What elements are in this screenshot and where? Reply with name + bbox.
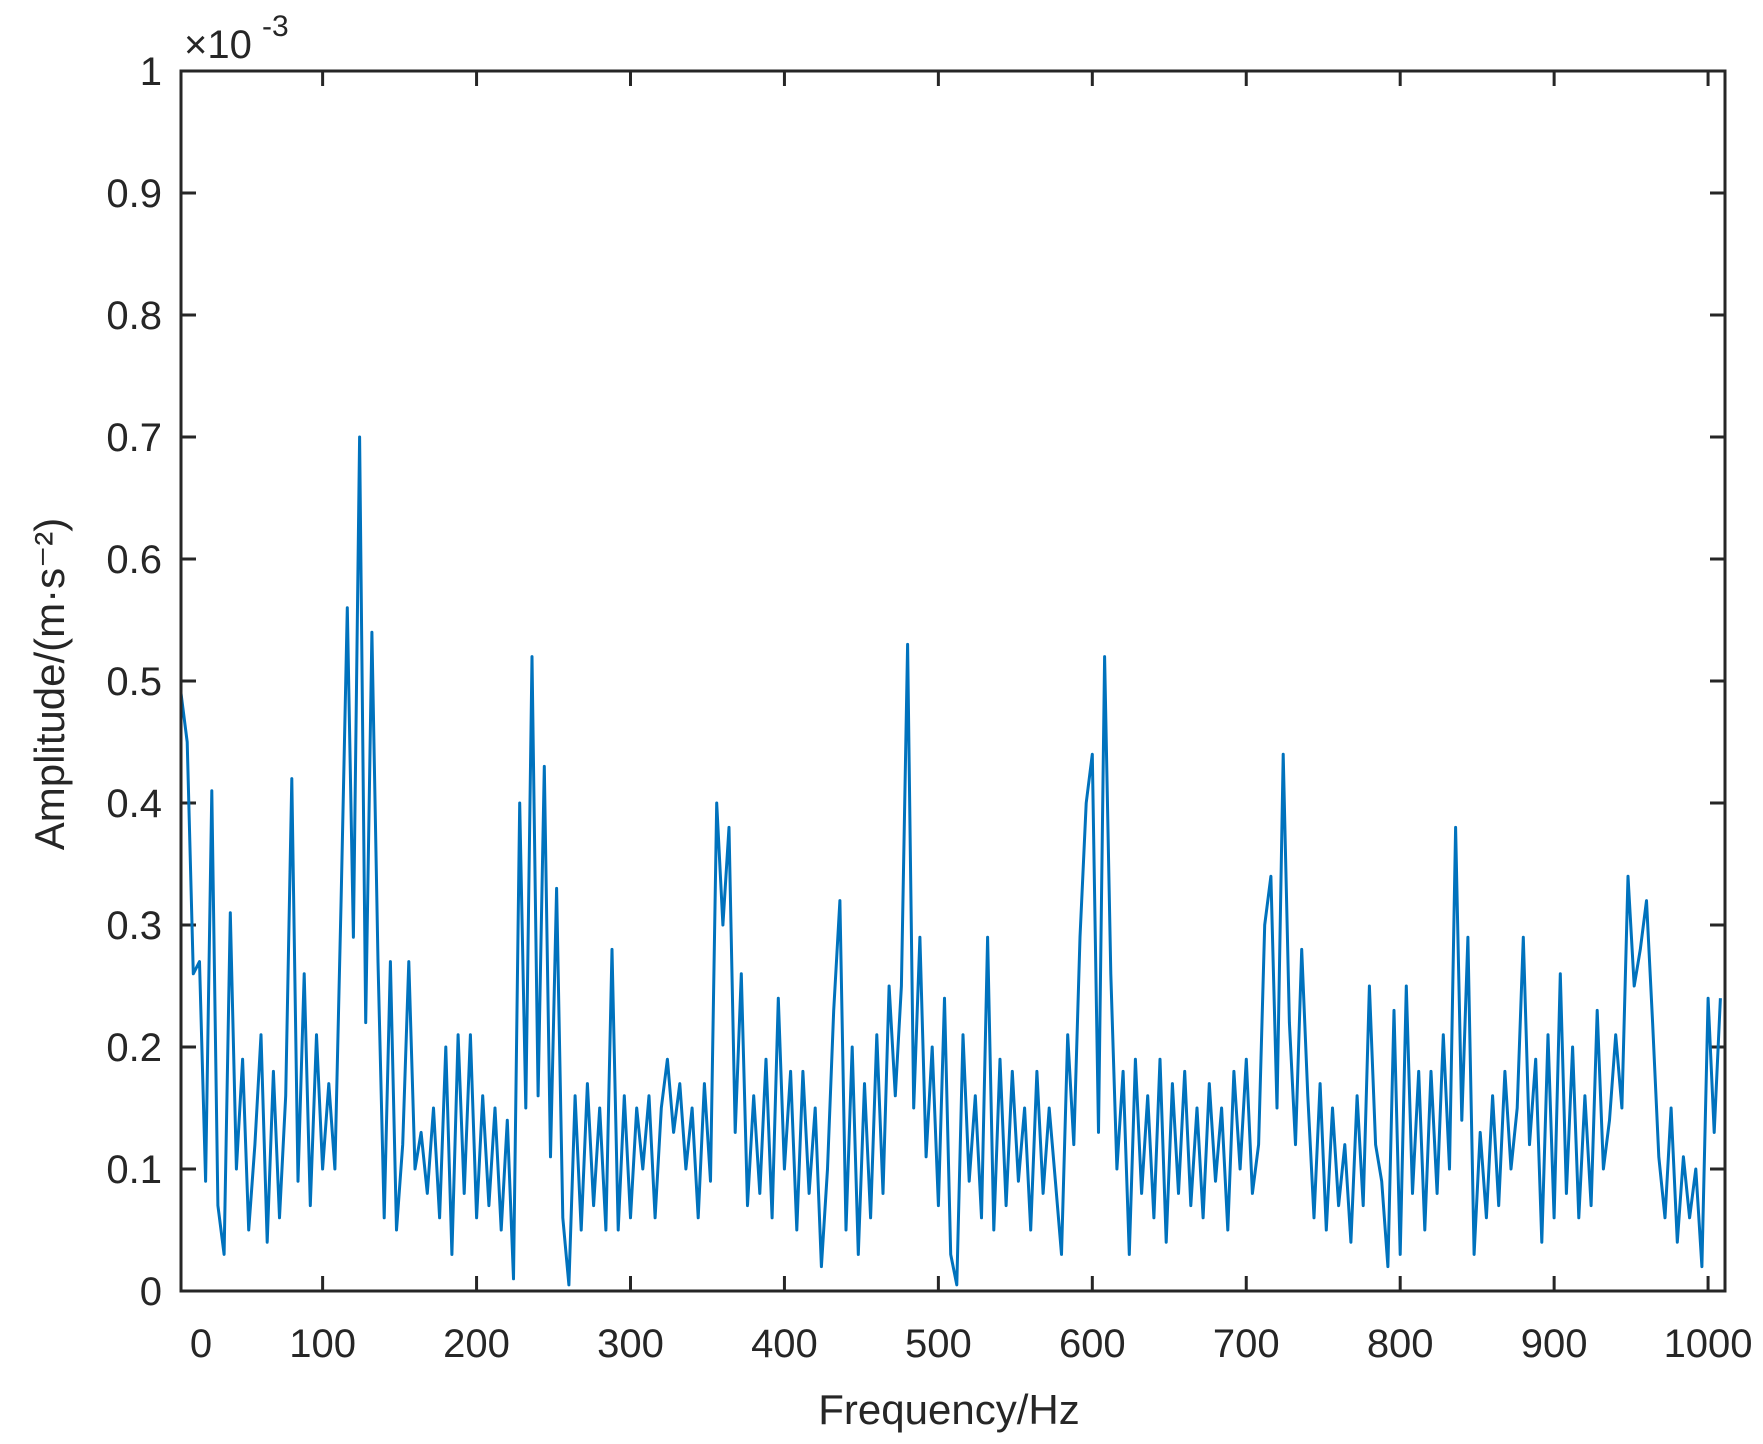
y-tick-label: 0.6	[106, 538, 162, 582]
x-tick-label: 500	[905, 1322, 972, 1366]
x-tick-label: 800	[1367, 1322, 1434, 1366]
x-tick-label: 700	[1213, 1322, 1280, 1366]
x-tick-label: 400	[751, 1322, 818, 1366]
x-tick-label: 200	[443, 1322, 510, 1366]
y-tick-label: 0.1	[106, 1148, 162, 1192]
x-tick-label: 100	[289, 1322, 356, 1366]
plot-frame	[179, 69, 1727, 1293]
axis-ticks: 0 0.1 0.2 0.3 0.4 0.5 0.6 0.7 0.8 0.9 1 0 100 200 300 4…	[106, 50, 1752, 1366]
y-tick-label: 0.5	[106, 660, 162, 704]
y-exponent-power: -3	[262, 10, 289, 43]
y-axis-label: Amplitude/(m·s⁻²)	[26, 518, 73, 851]
y-tick-label: 0	[140, 1270, 162, 1314]
y-tick-label: 0.8	[106, 294, 162, 338]
x-tick-label: 600	[1059, 1322, 1126, 1366]
y-tick-label: 0.4	[106, 782, 162, 826]
x-tick-label: 900	[1521, 1322, 1588, 1366]
x-tick-label: 0	[190, 1322, 212, 1366]
x-tick-label: 300	[597, 1322, 664, 1366]
y-tick-label: 0.9	[106, 172, 162, 216]
y-tick-label: 0.2	[106, 1026, 162, 1070]
y-tick-label: 0.3	[106, 904, 162, 948]
y-tick-label: 1	[140, 50, 162, 94]
series-line	[179, 435, 1722, 1287]
y-tick-label: 0.7	[106, 416, 162, 460]
y-exponent-label: ×10	[184, 23, 252, 67]
x-axis-label: Frequency/Hz	[818, 1386, 1079, 1433]
y-exponent: ×10 -3	[184, 10, 289, 67]
x-tick-label: 1000	[1664, 1322, 1753, 1366]
